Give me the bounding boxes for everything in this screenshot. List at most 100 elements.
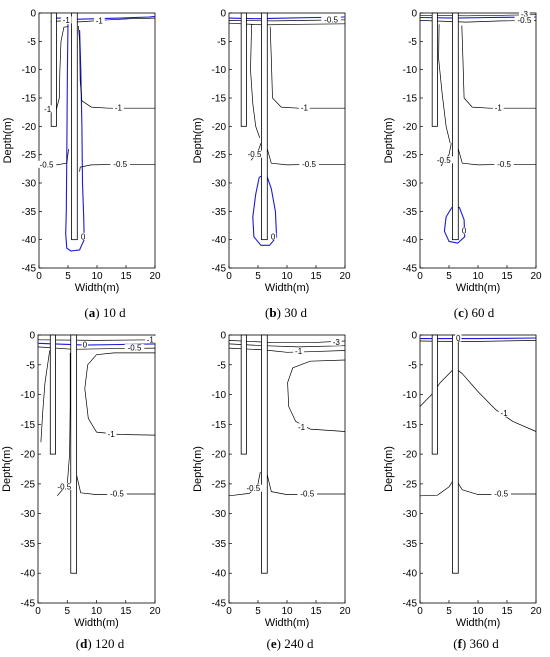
y-tick-label: -35 — [21, 539, 36, 550]
x-axis-label: Width(m) — [456, 617, 501, 629]
caption-close: ) — [462, 636, 470, 651]
y-tick-label: -15 — [22, 94, 37, 105]
contour-label-bg — [296, 423, 307, 431]
y-tick-label: -25 — [21, 479, 36, 490]
contour-line — [287, 359, 346, 432]
contour-label: -1 — [298, 423, 306, 432]
caption-letter: e — [271, 636, 277, 651]
contour-label-bg — [293, 347, 304, 355]
contour-line — [419, 14, 537, 17]
panel-caption: (a) 10 d — [84, 305, 126, 320]
x-tick-label: 20 — [149, 606, 161, 617]
contour-label: -0.5 — [246, 484, 260, 493]
contour-label: -0.5 — [494, 490, 508, 499]
contour-label-bg — [93, 16, 105, 24]
contour-label-bg — [299, 160, 319, 168]
contour-line — [56, 26, 69, 110]
contour-line — [228, 340, 346, 344]
panel-caption: (f) 360 d — [453, 636, 499, 651]
x-tick-label: 15 — [310, 271, 322, 282]
panel-caption: (d) 120 d — [76, 636, 125, 651]
y-tick-label: -5 — [408, 360, 417, 371]
y-tick-label: -40 — [403, 235, 418, 246]
x-tick-label: 15 — [310, 606, 322, 617]
caption-close: ) — [87, 636, 95, 651]
contour-line — [461, 25, 536, 109]
contour-label: 0 — [81, 232, 86, 241]
left-pile — [431, 12, 438, 127]
contour-line — [76, 474, 155, 495]
contour-label: 0 — [456, 334, 461, 343]
x-tick-label: 20 — [530, 271, 542, 282]
x-tick-label: 0 — [417, 271, 423, 282]
x-tick-label: 10 — [91, 606, 103, 617]
caption-id: ( — [84, 305, 88, 320]
contour-label-bg — [36, 160, 57, 168]
contour-label: -0.5 — [300, 490, 314, 499]
y-tick-label: -5 — [217, 360, 226, 371]
caption-text: 360 d — [470, 636, 500, 651]
contour-label-bg — [124, 344, 145, 352]
y-tick-label: -45 — [403, 599, 418, 610]
y-tick-label: -10 — [212, 390, 227, 401]
contour-label: -0.5 — [248, 150, 262, 159]
y-tick-label: -25 — [22, 150, 37, 161]
panel-c: 0 5 10 15 200-5-10-15-20-25-30-35-40-45Width… — [383, 9, 542, 321]
contour-label-bg — [297, 490, 318, 498]
contour-label-bg — [243, 484, 264, 492]
contour-line — [443, 206, 466, 244]
contour-label: -1 — [301, 104, 309, 113]
contour-label: -0.5 — [497, 160, 511, 169]
y-tick-label: -35 — [403, 539, 418, 550]
x-tick-label: 5 — [65, 271, 71, 282]
contour-label: -1 — [63, 16, 71, 25]
contour-label-bg — [321, 15, 341, 23]
y-tick-label: -15 — [212, 94, 227, 105]
y-tick-label: 0 — [220, 9, 226, 20]
contour-label: -1 — [44, 105, 52, 114]
x-tick-label: 20 — [530, 606, 542, 617]
caption-letter: d — [80, 636, 88, 651]
contour-label: 0 — [462, 227, 467, 236]
caption-letter: f — [458, 636, 463, 651]
x-tick-label: 15 — [120, 606, 132, 617]
plot-frame — [38, 12, 156, 269]
y-tick-label: -15 — [403, 420, 418, 431]
x-tick-label: 10 — [472, 606, 484, 617]
contour-label-bg — [244, 150, 265, 158]
contour-line — [65, 24, 85, 252]
contour-line — [438, 24, 451, 144]
contour-label-bg — [113, 104, 124, 112]
y-tick-label: -35 — [403, 207, 418, 218]
y-tick-label: -5 — [26, 360, 35, 371]
contour-label: -0.5 — [57, 482, 71, 491]
y-tick-label: -30 — [21, 509, 36, 520]
caption-id: ( — [454, 305, 458, 320]
y-tick-label: -10 — [22, 65, 37, 76]
caption-letter: b — [269, 305, 276, 320]
y-tick-label: -45 — [212, 264, 227, 275]
y-tick-label: -10 — [212, 65, 227, 76]
contour-label: -1 — [495, 104, 503, 113]
x-axis-label: Width(m) — [265, 617, 310, 629]
caption-close: ) — [95, 305, 103, 320]
y-tick-label: -25 — [403, 479, 418, 490]
contour-label-bg — [81, 341, 88, 349]
y-tick-label: -25 — [212, 479, 227, 490]
x-axis-label: Width(m) — [74, 617, 119, 629]
x-tick-label: 20 — [149, 271, 161, 282]
contour-label-bg — [79, 232, 87, 240]
caption-id: ( — [76, 636, 80, 651]
y-tick-label: 0 — [411, 9, 417, 20]
contour-label-bg — [105, 430, 117, 438]
contour-line — [40, 350, 51, 443]
panel-caption: (c) 60 d — [454, 305, 495, 320]
contour-label-bg — [460, 227, 468, 235]
x-tick-label: 5 — [64, 606, 70, 617]
y-axis-label: Depth(m) — [2, 118, 14, 164]
panel-f: 0 5 10 15 200-5-10-15-20-25-30-35-40-45Width… — [383, 331, 542, 652]
contour-label-bg — [107, 490, 127, 498]
contour-line — [78, 25, 155, 109]
panel-d: 0 5 10 15 200-5-10-15-20-25-30-35-40-45Width… — [1, 331, 161, 652]
